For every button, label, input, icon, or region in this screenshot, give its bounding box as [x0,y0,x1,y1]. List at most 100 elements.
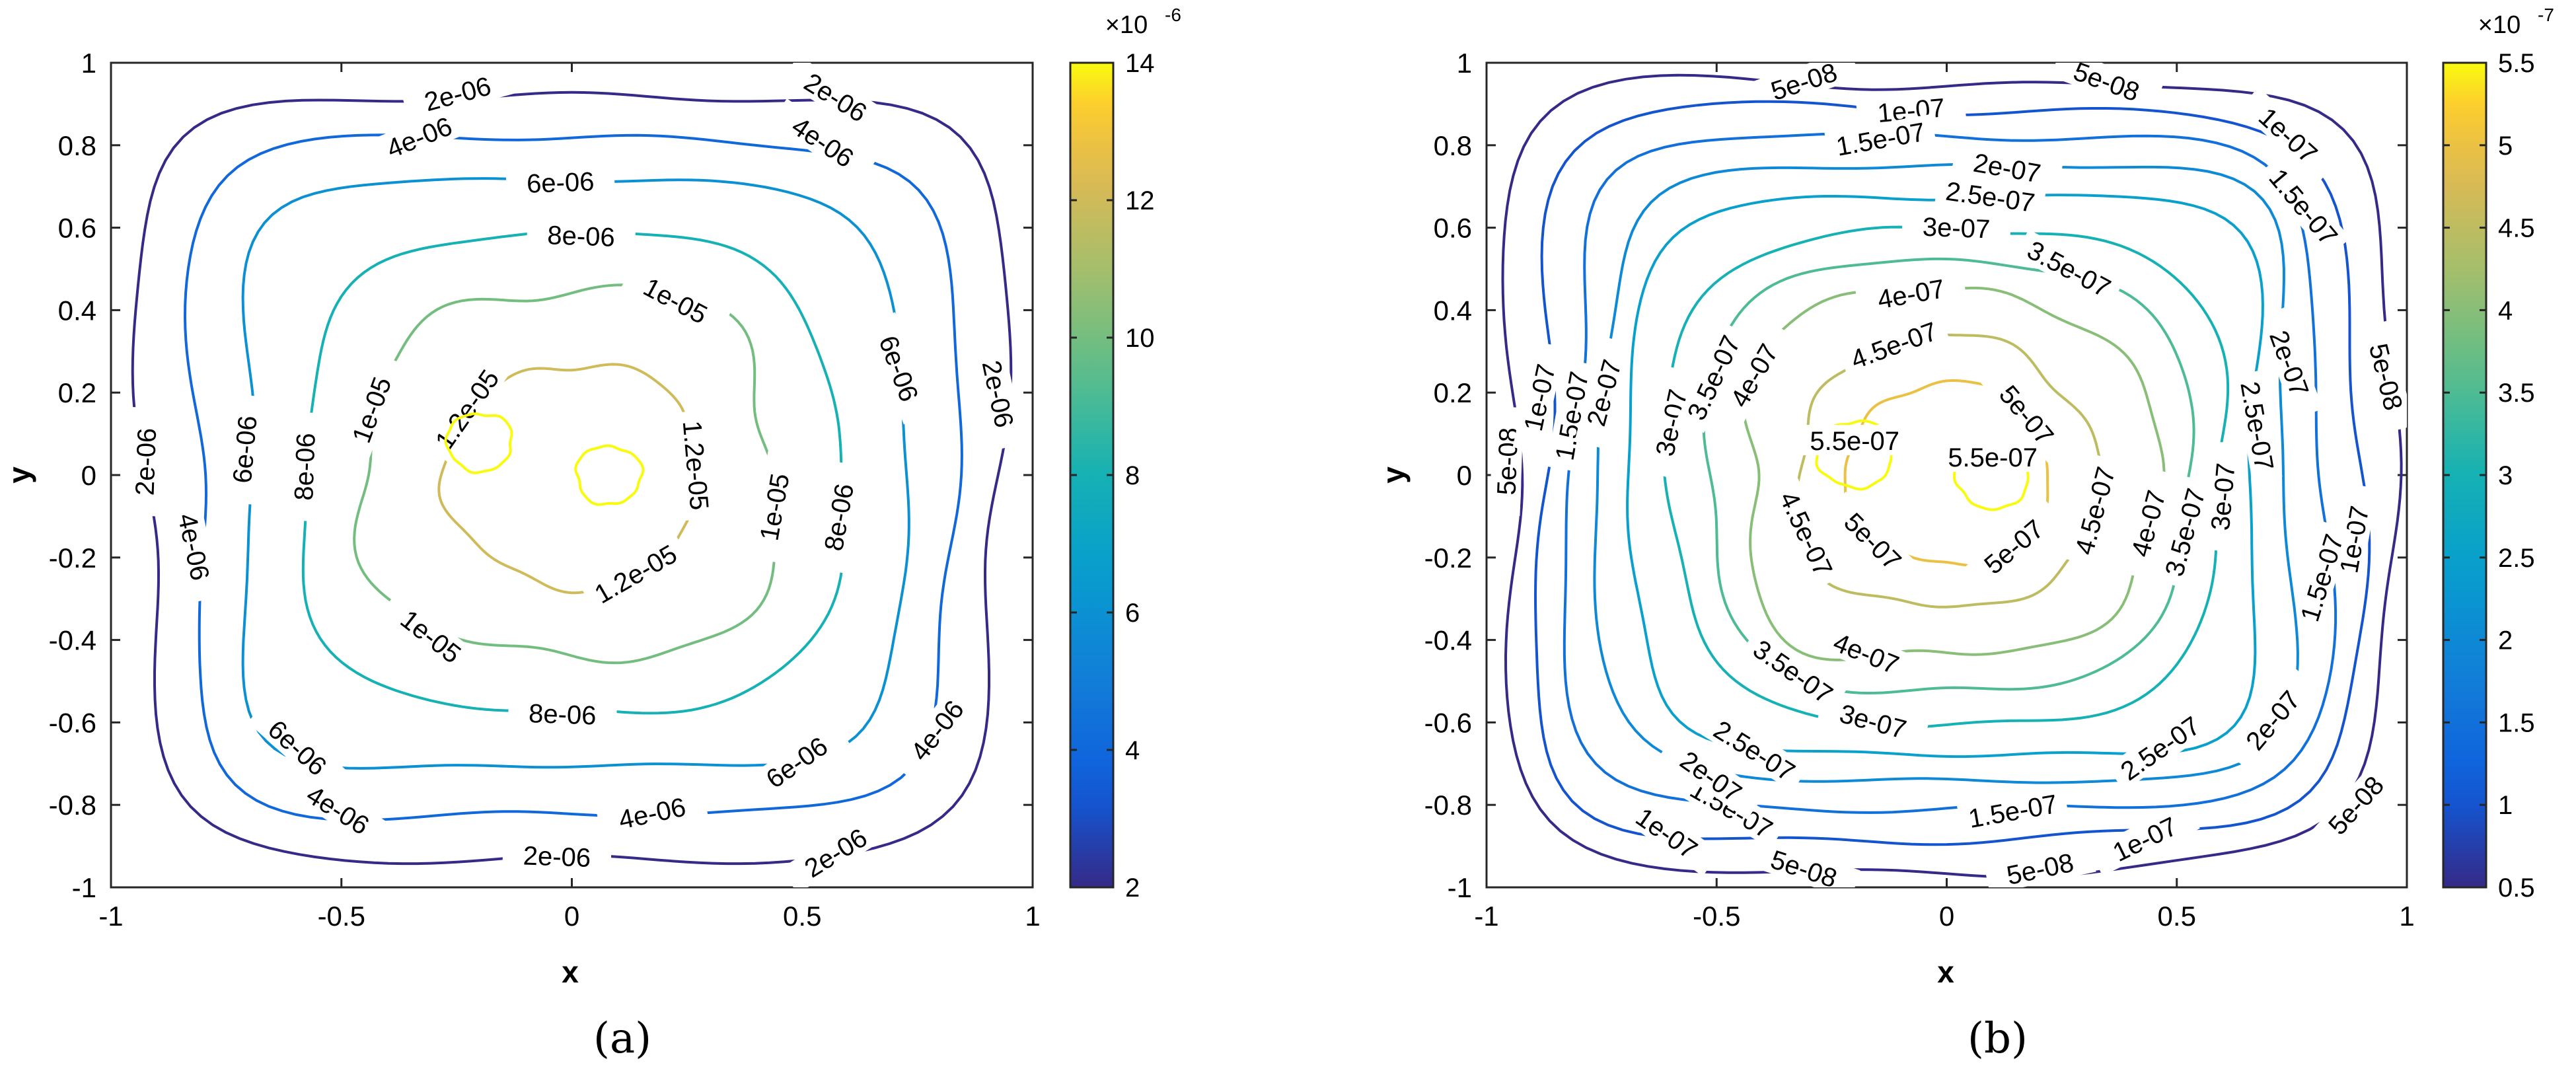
x-tick-label: 0 [1939,901,1954,932]
y-tick-label: 0.6 [58,213,96,244]
colorbar-tick-label: 3 [2498,461,2513,490]
y-tick-label: -0.6 [49,707,96,738]
contour-line [1563,131,2337,814]
contour-label-bg [1658,732,1765,820]
y-tick-label: 0.4 [58,295,96,326]
contour-label-bg [1940,441,2046,472]
contour-label-bg [247,699,349,795]
colorbar-tick-label: 14 [1125,49,1155,78]
contour-label-bg [1962,500,2065,593]
contour-label-bg [2291,521,2352,634]
contour-label-bg [168,490,221,603]
contour-label-bg [743,718,850,805]
x-tick-label: 0 [564,901,579,932]
contour-label-bg [782,63,891,139]
x-tick-label: 0.5 [2158,901,2196,932]
contour-label-bg [505,165,615,199]
contour-label-bg [1983,842,2096,887]
plot-area [110,61,1034,889]
contour-label-bg [2089,801,2200,876]
contour-label: 6e-06 [228,414,263,484]
y-axis-label: y [1376,466,1411,484]
contour-label-bg [1546,359,1596,472]
caption-a: (a) [593,1014,652,1063]
x-tick-label: -1 [1474,901,1498,932]
contour-label: 5.5e-07 [1948,443,2038,472]
colorbar-exponent: ×10 [1105,11,1148,39]
colorbar-tick-label: 1.5 [2498,708,2535,737]
x-tick-label: -0.5 [1693,901,1740,932]
contour-label-bg [284,767,392,851]
contour-label-bg [363,102,475,171]
contour-label-bg [891,677,982,782]
contour-label-bg [2257,155,2351,258]
x-axis-label: x [562,955,579,989]
contour-label: 8e-06 [528,699,597,731]
colorbar-tick-label: 2 [2498,626,2513,655]
contour-label-bg [1740,627,1847,715]
contour-label-bg [526,218,636,252]
contour-label-bg [1748,836,1860,887]
contour-label: 3e-07 [2206,462,2241,532]
contour-label-bg [128,407,163,517]
contour-label-bg [1934,173,2047,219]
contour-label: 6e-06 [526,167,595,199]
contour-label-bg [2329,483,2378,595]
y-tick-label: -0.6 [1424,707,1472,738]
contour-label-bg [1574,336,1633,449]
contour-label-bg [287,412,321,522]
contour-label-bg [1802,425,1908,456]
contour-line [1741,286,2166,661]
colorbar-tick-label: 12 [1125,186,1155,215]
contour-label-bg [502,838,612,873]
contour-label-bg [224,394,264,505]
colorbar-tick-label: 8 [1125,461,1140,490]
contour-label-bg [2238,87,2339,182]
contour-label-bg [677,410,717,521]
y-tick-label: -0.8 [49,790,96,821]
contour-label-bg [1824,492,1923,590]
contour-label-bg [2065,454,2123,567]
y-tick-label: 0 [81,460,96,491]
contour-label-bg [2155,476,2213,589]
contour-label-bg [1980,363,2074,466]
colorbar-tick-label: 10 [1125,324,1155,353]
colorbar-tick-label: 3.5 [2498,379,2535,408]
contour-label-bg [813,461,863,574]
x-tick-label: 0.5 [783,901,821,932]
contour-label-bg [770,98,877,185]
contour-label-bg [581,533,690,614]
contour-label-bg [595,786,708,839]
y-axis-label: y [2,466,36,484]
y-tick-label: 0.4 [1434,295,1472,326]
contour-label: 2e-06 [131,427,163,496]
contour-label-bg [2226,668,2319,772]
contour-label-bg [2233,369,2283,482]
contour-label-bg [2257,307,2323,420]
contour-label-bg [1901,209,2011,244]
y-tick-label: -0.4 [49,625,96,656]
contour-label-bg [1512,341,1565,454]
y-tick-label: -0.2 [49,542,96,574]
chart-panel-b: -1 -0.5 0 0.5 1 -1 -0.8 -0.6 -0.4 -0.2 0 0.2 0.4 0.6 0… [1376,5,2554,989]
colorbar-tick-label: 5 [2498,131,2513,161]
contour-label-bg [1770,478,1844,589]
y-tick-label: -1 [1448,872,1472,903]
contour-label-bg [2106,704,2213,792]
y-tick-label: -1 [72,872,96,903]
x-tick-label: -0.5 [318,901,365,932]
colorbar-exponent: ×10 [2478,11,2521,39]
colorbar-tick-label: 0.5 [2498,873,2535,903]
y-tick-label: 0.2 [58,377,96,408]
x-tick-label: 1 [2399,901,2414,932]
x-tick-label: -1 [98,901,123,932]
y-tick-label: -0.8 [1424,790,1472,821]
caption-b: (b) [1968,1014,2028,1063]
contour-label-bg [1810,618,1923,688]
contour-label: 3e-07 [1922,213,1991,244]
contour-line [574,444,645,506]
contour-label-bg [1837,311,1950,378]
colorbar-tick-label: 4.5 [2498,214,2535,243]
contour-label: 8e-06 [547,221,616,252]
contour-line [183,133,963,822]
